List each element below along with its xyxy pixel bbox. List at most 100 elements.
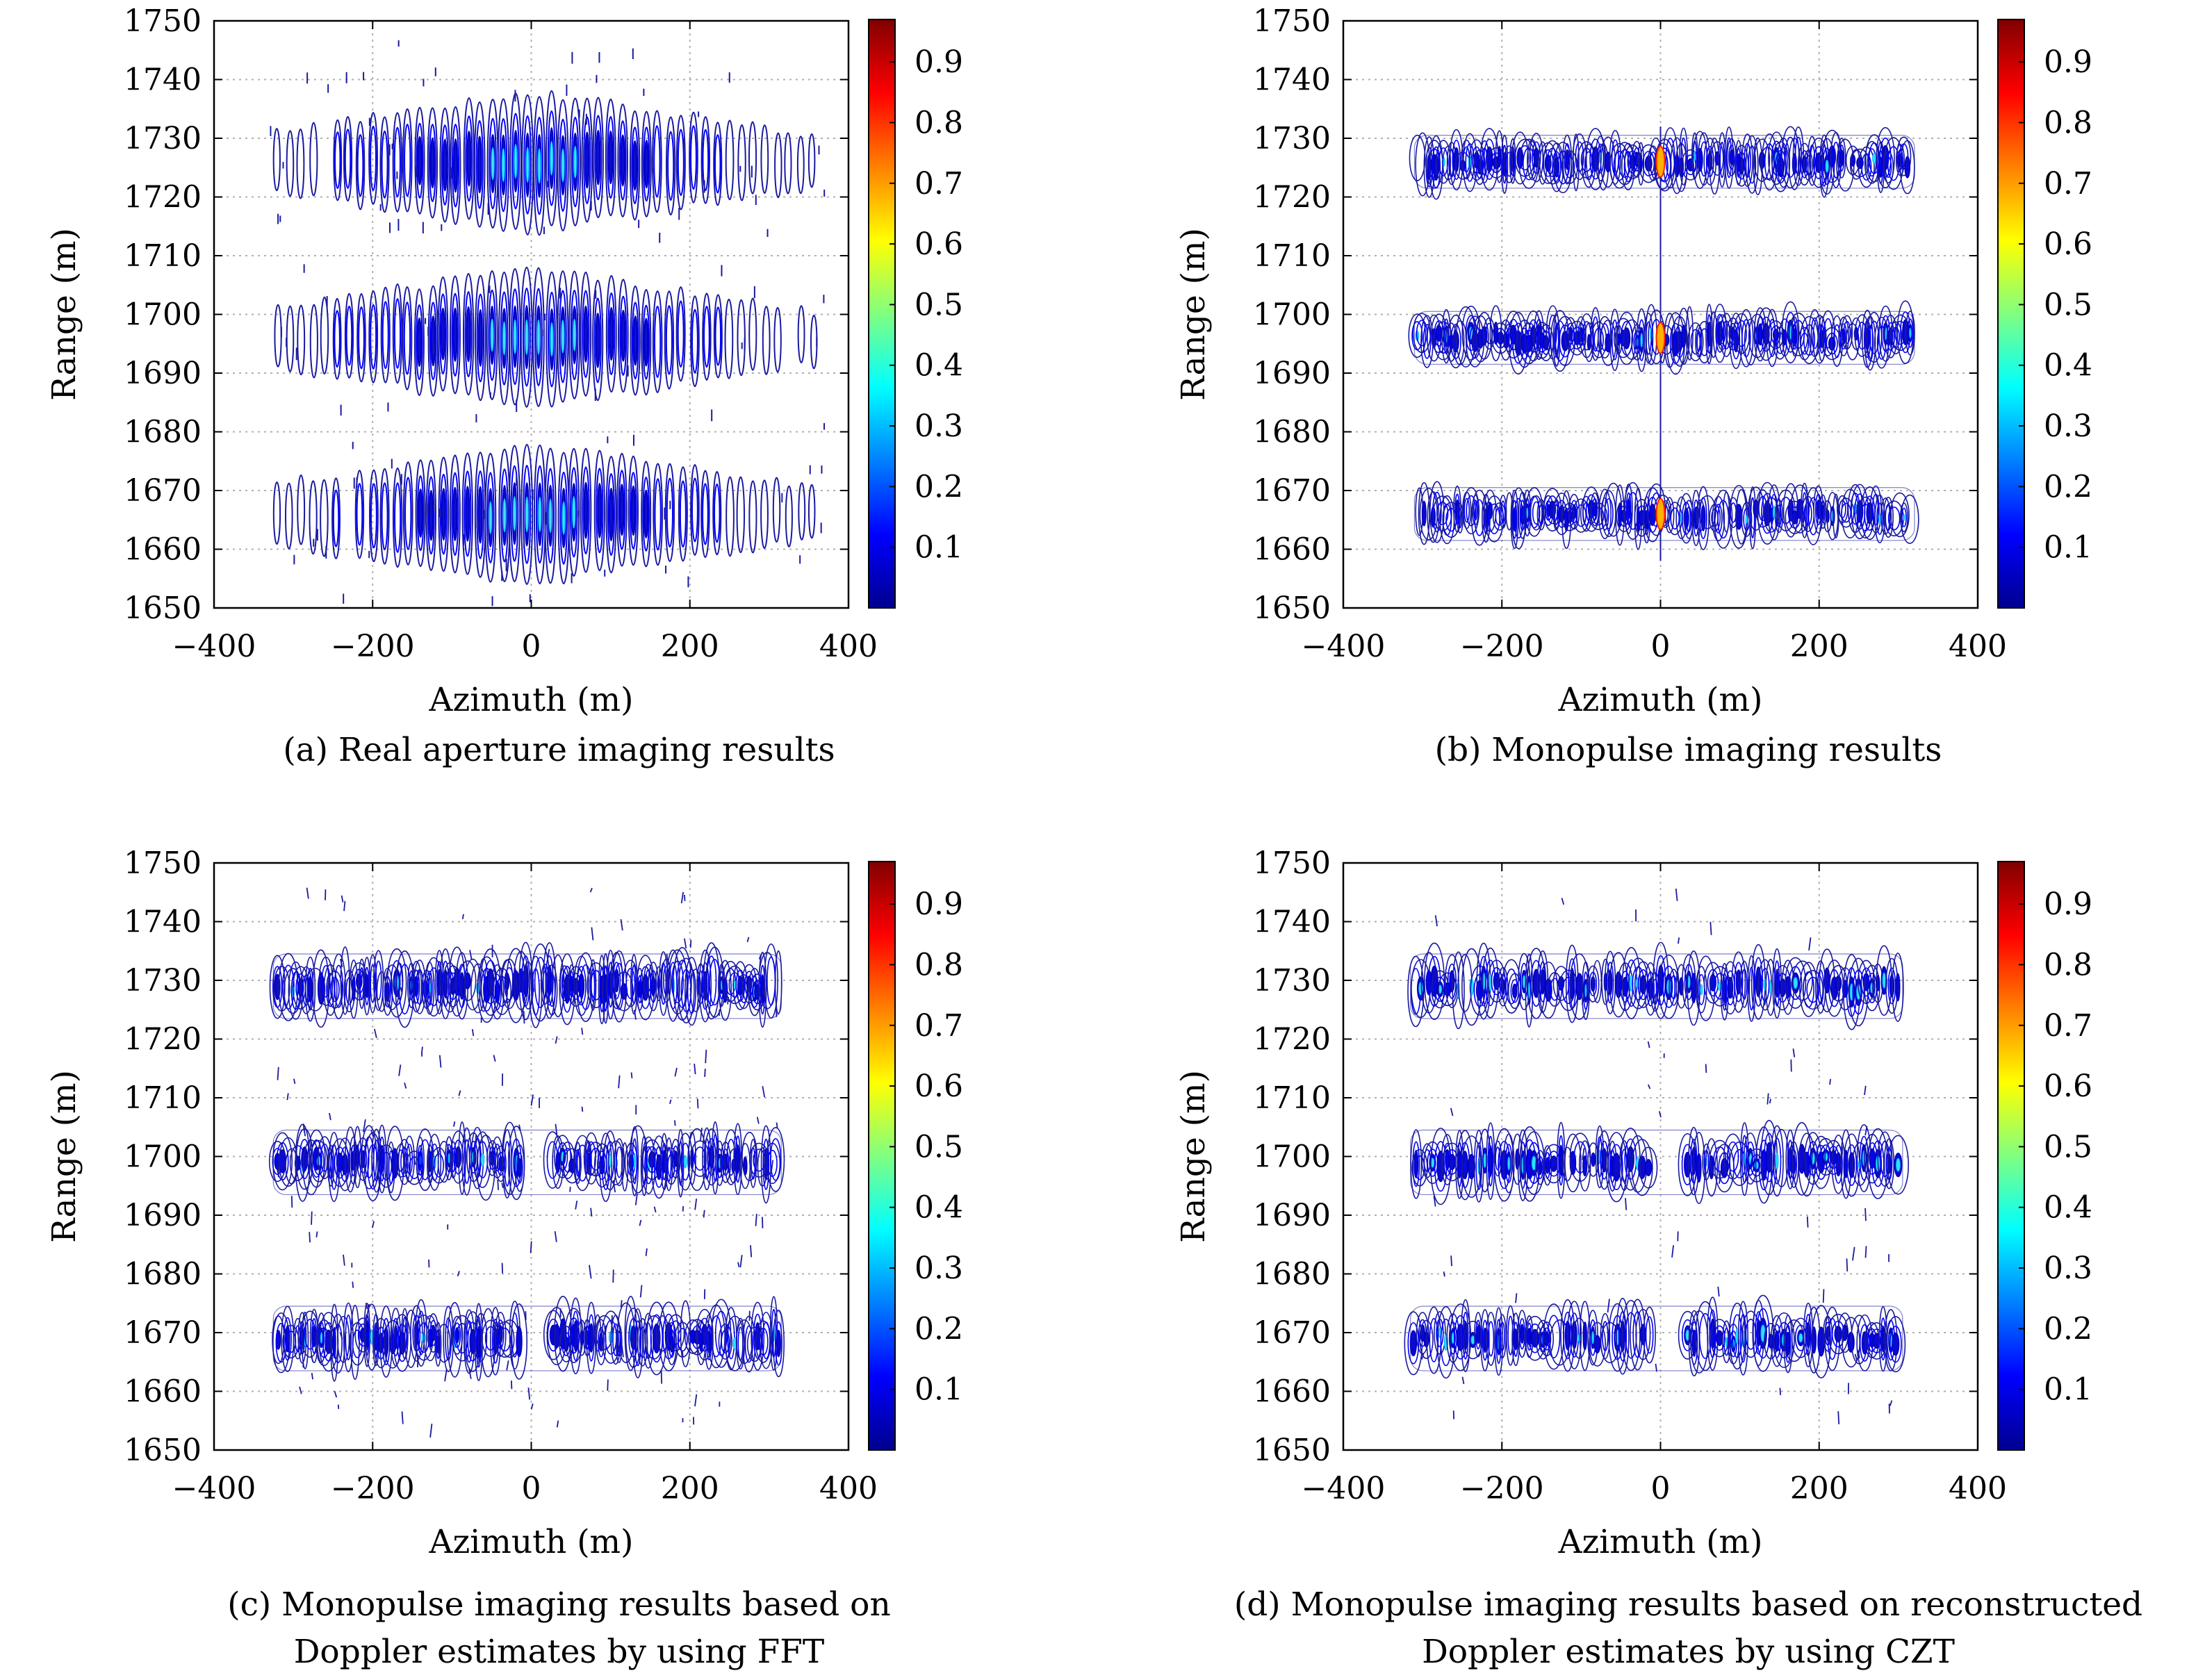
contour-speck (699, 1128, 703, 1142)
contour-blob (642, 476, 650, 552)
contour-blob (323, 964, 338, 1016)
contour-speck (554, 1230, 557, 1242)
contour-speck (618, 1075, 621, 1089)
colorbar-tick-label: 0.3 (915, 1251, 963, 1286)
contour-speck (1655, 1363, 1657, 1372)
contour-speck (634, 1193, 638, 1205)
contour-marks (270, 40, 826, 607)
contour-blob (776, 1329, 781, 1358)
contour-blob (607, 292, 616, 375)
contour-speck (367, 1303, 370, 1312)
contour-blob (331, 477, 341, 559)
contour-blob (1745, 135, 1759, 194)
contour-blob (404, 1151, 424, 1185)
contour-blob (701, 962, 710, 1010)
contour-blob (653, 125, 661, 198)
contour-blob (510, 465, 519, 562)
contour-blob (582, 466, 590, 554)
contour-blob (535, 465, 544, 564)
contour-speck (1671, 1245, 1675, 1258)
contour-blob (1442, 145, 1454, 181)
contour-blob (690, 463, 700, 556)
colorbar-tick-label: 0.5 (2044, 287, 2092, 322)
colorbar-gradient (868, 19, 896, 609)
x-tick-label: 0 (1651, 1471, 1671, 1506)
contour-blob (775, 1321, 782, 1366)
contour-blob (1892, 953, 1904, 1022)
contour-speck (1864, 1085, 1867, 1096)
contour-blob (272, 481, 281, 545)
contour-blob (735, 969, 746, 1002)
contour-blob (1586, 965, 1600, 1003)
contour-blob (762, 305, 771, 375)
x-tick-label: −400 (1302, 1471, 1386, 1506)
contour-blob (557, 1142, 568, 1171)
contour-blob (588, 1314, 595, 1362)
x-tick-label: 0 (522, 1471, 541, 1506)
contour-blob (475, 120, 484, 209)
contour-blob (554, 1135, 571, 1178)
contour-blob (637, 975, 643, 1004)
contour-blob (737, 299, 746, 377)
contour-blob (402, 461, 413, 566)
contour-blob (475, 1312, 488, 1362)
contour-speck (1678, 937, 1680, 944)
contour-blob (607, 473, 615, 557)
contour-blob (1592, 507, 1605, 526)
contour-blob (1618, 1310, 1628, 1362)
contour-blob (632, 1308, 643, 1378)
contour-speck (770, 1160, 774, 1173)
y-tick-label: 1690 (1253, 356, 1331, 391)
contour-blob (1837, 138, 1846, 179)
contour-blob (1878, 513, 1881, 525)
contour-blob (575, 1148, 580, 1177)
contour-blob (1602, 1321, 1609, 1351)
y-tick-label: 1730 (1253, 963, 1331, 998)
contour-blob (643, 318, 649, 367)
contour-blob (589, 1323, 593, 1353)
contour-blob (1846, 1144, 1858, 1186)
contour-blob (665, 305, 673, 375)
contour-blob (1408, 313, 1427, 359)
contour-blob (1770, 493, 1778, 531)
contour-speck (1675, 888, 1678, 901)
y-tick-label: 1730 (124, 121, 202, 156)
contour-blob (1791, 316, 1799, 357)
contour-blob (619, 295, 628, 376)
contour-blob (1756, 1308, 1770, 1359)
contour-blob (334, 310, 341, 368)
contour-blob (431, 1324, 436, 1342)
contour-speck (589, 1265, 592, 1279)
contour-blob (1511, 983, 1518, 999)
contour-blob (393, 298, 402, 369)
contour-blob (309, 480, 318, 555)
contour-blob (417, 135, 423, 186)
contour-blob (766, 1127, 785, 1192)
contour-speck (1864, 1208, 1867, 1221)
contour-speck (591, 927, 594, 941)
contour-blob (1495, 1146, 1501, 1171)
contour-blob (1624, 484, 1633, 534)
contour-blob (1876, 126, 1895, 188)
contour-blob (1741, 969, 1748, 1000)
x-tick-label: −200 (331, 629, 415, 664)
contour-blob (296, 129, 305, 199)
y-tick-label: 1710 (1253, 238, 1331, 274)
contour-blob (381, 130, 388, 199)
y-tick-label: 1670 (1253, 473, 1331, 509)
contour-blob (1575, 973, 1584, 1000)
y-tick-label: 1670 (1253, 1315, 1331, 1351)
colorbar-tick-label: 0.9 (2044, 44, 2092, 80)
contour-blob (1514, 1328, 1518, 1351)
contour-blob (1662, 965, 1675, 1008)
contour-speck (444, 1368, 448, 1382)
contour-blob (1669, 969, 1679, 1006)
contour-blob (748, 480, 757, 554)
contour-blob (442, 138, 448, 192)
contour-blob (392, 467, 403, 568)
contour-blob (1591, 497, 1598, 521)
contour-blob (1718, 132, 1726, 188)
contour-blob (1500, 1321, 1505, 1351)
x-tick-label: −200 (1460, 629, 1544, 664)
contour-blob (441, 488, 446, 541)
